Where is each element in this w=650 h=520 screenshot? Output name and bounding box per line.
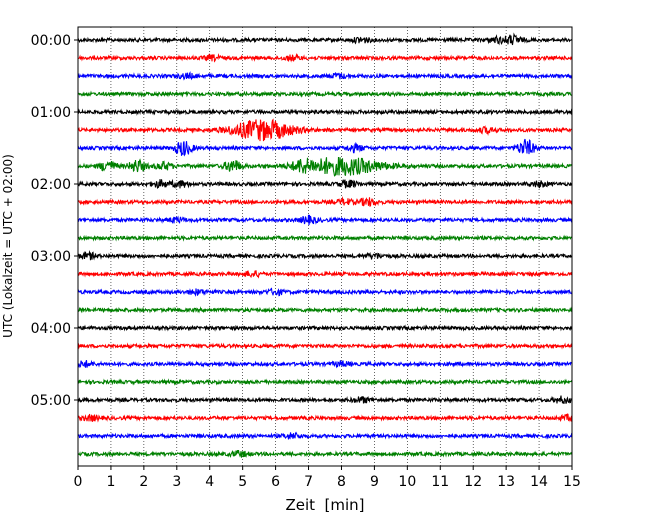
trace-line (77, 413, 573, 423)
x-tick-label: 13 (497, 474, 515, 490)
trace-line (77, 270, 573, 279)
trace-line (77, 118, 573, 142)
y-tick-label: 05:00 (31, 393, 71, 409)
x-tick-label: 4 (205, 474, 214, 490)
x-tick-label: 15 (563, 474, 581, 490)
trace-line (77, 324, 573, 332)
trace-line (77, 395, 573, 405)
x-tick-label: 3 (172, 474, 181, 490)
trace-line (77, 287, 573, 297)
plot-area (78, 27, 572, 466)
trace-line (77, 90, 573, 98)
x-axis-ticks: 0 1 2 3 4 5 6 7 8 9 10 11 12 13 14 15 (74, 466, 581, 490)
y-tick-label: 02:00 (31, 177, 71, 193)
y-tick-label: 04:00 (31, 321, 71, 337)
trace-line (77, 156, 573, 177)
y-axis-ticks: 00:00 01:00 02:00 03:00 04:00 05:00 (31, 33, 78, 409)
trace-line (77, 71, 573, 81)
x-tick-label: 1 (106, 474, 115, 490)
trace-line (77, 378, 573, 386)
trace-line (77, 431, 573, 440)
y-tick-label: 00:00 (31, 33, 71, 49)
trace-line (77, 138, 573, 157)
x-tick-label: 5 (238, 474, 247, 490)
trace-line (77, 234, 573, 242)
trace-lines (77, 32, 573, 458)
x-tick-label: 11 (431, 474, 449, 490)
x-tick-label: 10 (398, 474, 416, 490)
vertical-grid-lines (110, 27, 540, 466)
y-axis-label: UTC (Lokalzeit = UTC + 02:00) (1, 154, 15, 338)
x-tick-label: 0 (74, 474, 83, 490)
x-tick-label: 2 (139, 474, 148, 490)
x-axis-label: Zeit [min] (285, 496, 364, 514)
trace-line (77, 196, 573, 207)
x-tick-label: 8 (337, 474, 346, 490)
x-tick-label: 12 (464, 474, 482, 490)
trace-line (77, 250, 573, 261)
trace-line (77, 214, 573, 226)
trace-line (77, 342, 573, 350)
plot-border (77, 26, 573, 467)
trace-line (77, 178, 573, 189)
trace-line (77, 449, 573, 458)
x-tick-label: 9 (370, 474, 379, 490)
trace-line (77, 306, 573, 314)
x-tick-label: 7 (304, 474, 313, 490)
x-tick-label: 6 (271, 474, 280, 490)
trace-line (77, 52, 573, 63)
y-tick-label: 03:00 (31, 249, 71, 265)
trace-line (77, 32, 573, 46)
x-tick-label: 14 (530, 474, 548, 490)
y-tick-label: 01:00 (31, 105, 71, 121)
trace-line (77, 359, 573, 369)
trace-line (77, 108, 573, 116)
